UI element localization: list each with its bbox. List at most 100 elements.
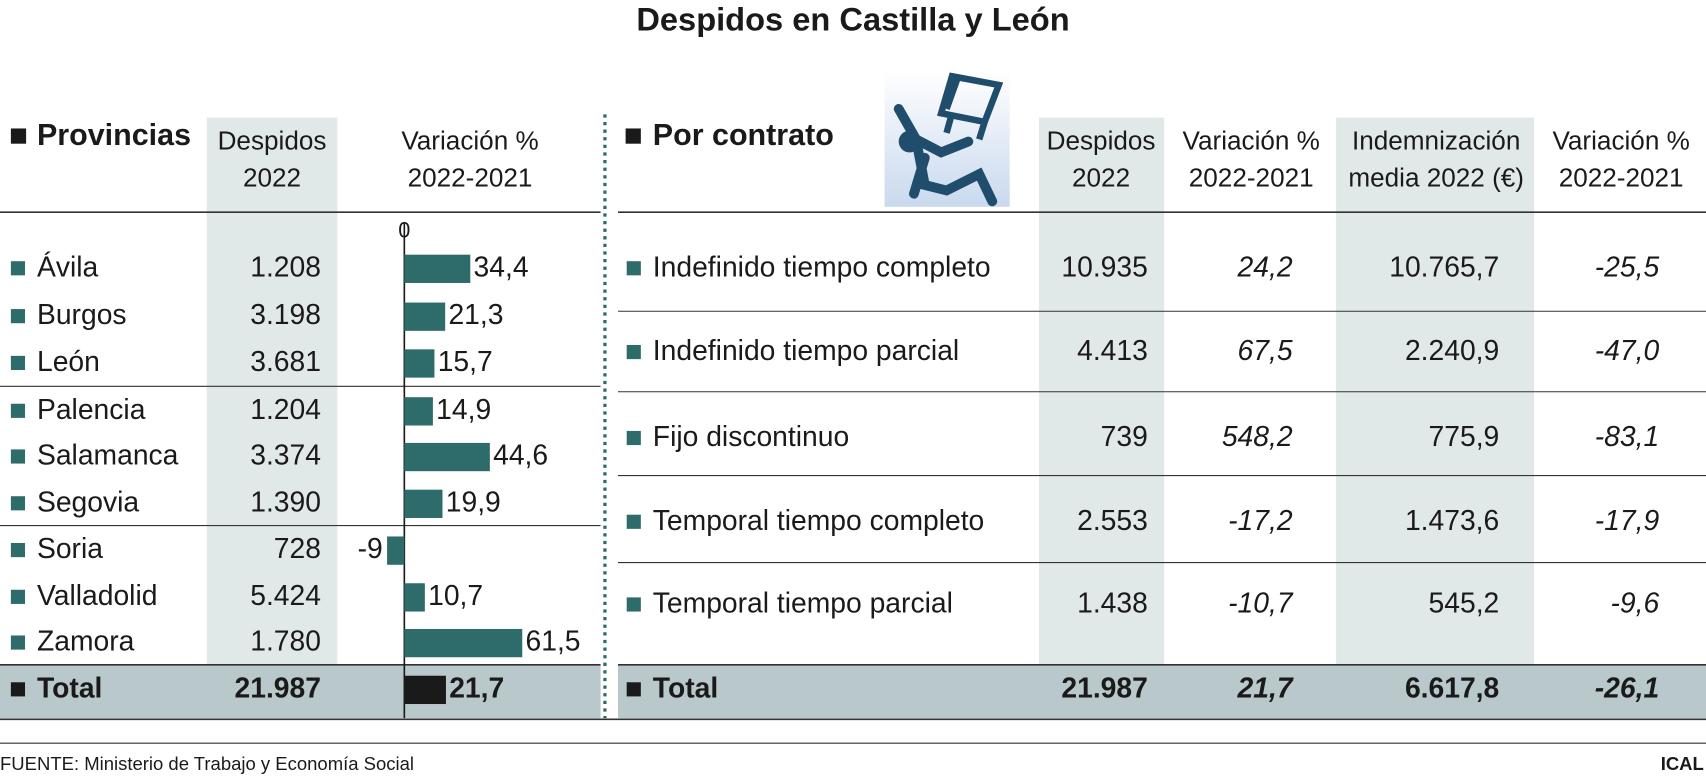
cell: 21.987 xyxy=(1061,671,1147,703)
cell: -10,7 xyxy=(1228,586,1294,618)
cell: -25,5 xyxy=(1595,250,1660,282)
bullet xyxy=(626,682,641,697)
column-header: 2022-2021 xyxy=(1559,162,1684,192)
bullet xyxy=(10,542,26,558)
cell: 3.374 xyxy=(250,439,321,471)
credit: ICAL xyxy=(1661,753,1704,774)
value-label: 21,7 xyxy=(449,671,504,703)
cell: 728 xyxy=(274,532,321,564)
cell: 21,7 xyxy=(1237,671,1294,703)
cell: -47,0 xyxy=(1595,334,1660,366)
category-label: Zamora xyxy=(37,625,135,657)
cell: 6.617,8 xyxy=(1405,671,1499,703)
column-header: Despidos xyxy=(218,126,327,156)
column-header: 2022 xyxy=(1072,162,1130,192)
bullet xyxy=(626,261,641,276)
section-heading: Por contrato xyxy=(653,118,834,152)
cell: 1.204 xyxy=(250,393,321,425)
cell: 24,2 xyxy=(1237,250,1293,282)
cell: -17,2 xyxy=(1228,504,1293,536)
bullet xyxy=(10,635,26,650)
row-label: Temporal tiempo completo xyxy=(653,504,985,536)
value-label: 10,7 xyxy=(428,579,483,611)
value-label: -9 xyxy=(358,532,383,564)
cell: 3.198 xyxy=(250,298,321,330)
bar xyxy=(404,583,425,612)
bullet xyxy=(10,449,26,464)
row-label: Indefinido tiempo completo xyxy=(653,250,991,282)
cell: 3.681 xyxy=(250,345,321,377)
cell: 1.208 xyxy=(250,250,321,282)
cell: 21.987 xyxy=(235,671,321,703)
column-header: media 2022 (€) xyxy=(1348,162,1524,192)
bullet xyxy=(10,355,26,371)
bar xyxy=(404,442,490,472)
bullet xyxy=(626,430,641,446)
cell: 67,5 xyxy=(1238,334,1293,366)
row-label: Indefinido tiempo parcial xyxy=(653,334,959,366)
bullet xyxy=(10,496,26,511)
total-band xyxy=(617,664,1706,719)
falling-man-icon xyxy=(884,70,1010,207)
cell: 1.390 xyxy=(250,485,321,517)
column-header: Variación % xyxy=(1552,126,1689,156)
bar xyxy=(404,675,446,705)
value-label: 19,9 xyxy=(446,485,501,517)
column-header: 2022 xyxy=(243,162,301,192)
bullet xyxy=(10,589,26,604)
cell: 10.765,7 xyxy=(1389,250,1499,282)
bullet xyxy=(10,309,26,324)
value-label: 14,9 xyxy=(436,393,491,425)
source: FUENTE: Ministerio de Trabajo y Economía… xyxy=(0,753,414,774)
category-label: Segovia xyxy=(37,485,139,517)
category-label: Valladolid xyxy=(37,579,157,611)
title: Despidos en Castilla y León xyxy=(636,0,1069,37)
row-label: Total xyxy=(653,671,718,703)
cell: 2.553 xyxy=(1077,504,1148,536)
category-label: Burgos xyxy=(37,298,127,330)
category-label: Salamanca xyxy=(37,439,179,471)
bar xyxy=(387,536,405,565)
value-label: 15,7 xyxy=(438,345,493,377)
row-label: Temporal tiempo parcial xyxy=(653,586,953,618)
value-label: 34,4 xyxy=(474,250,529,282)
bullet xyxy=(626,514,641,529)
bar xyxy=(404,254,471,283)
bar xyxy=(404,397,433,426)
bullet xyxy=(626,344,641,360)
cell: 1.473,6 xyxy=(1405,504,1499,536)
bar xyxy=(404,489,443,518)
cell: -17,9 xyxy=(1595,504,1660,536)
bar xyxy=(404,628,523,658)
row-label: Fijo discontinuo xyxy=(653,420,849,452)
category-label: Palencia xyxy=(37,393,146,425)
bar xyxy=(404,302,446,331)
cell: 739 xyxy=(1101,420,1148,452)
cell: -9,6 xyxy=(1610,586,1659,618)
bullet xyxy=(10,403,26,418)
cell: 10.935 xyxy=(1061,250,1147,282)
bullet xyxy=(10,261,26,276)
column-header: 2022-2021 xyxy=(408,162,533,192)
value-label: 44,6 xyxy=(493,439,548,471)
category-label: León xyxy=(37,345,100,377)
total-band xyxy=(0,664,601,719)
cell: 1.780 xyxy=(250,625,321,657)
cell: -83,1 xyxy=(1595,420,1659,452)
column-header: Variación % xyxy=(401,126,538,156)
cell: 548,2 xyxy=(1222,420,1293,452)
section-heading: Provincias xyxy=(37,118,191,152)
cell: 1.438 xyxy=(1077,586,1148,618)
category-label: Ávila xyxy=(37,250,99,282)
bullet xyxy=(10,682,26,697)
bullet xyxy=(10,128,27,144)
column-header: Variación % xyxy=(1183,126,1320,156)
value-label: 21,3 xyxy=(448,298,503,330)
column-header: Indemnización xyxy=(1352,126,1520,156)
cell: 545,2 xyxy=(1429,586,1500,618)
column-shade xyxy=(206,117,338,666)
cell: 2.240,9 xyxy=(1405,334,1499,366)
column-header: Despidos xyxy=(1047,126,1156,156)
cell: 5.424 xyxy=(250,579,321,611)
